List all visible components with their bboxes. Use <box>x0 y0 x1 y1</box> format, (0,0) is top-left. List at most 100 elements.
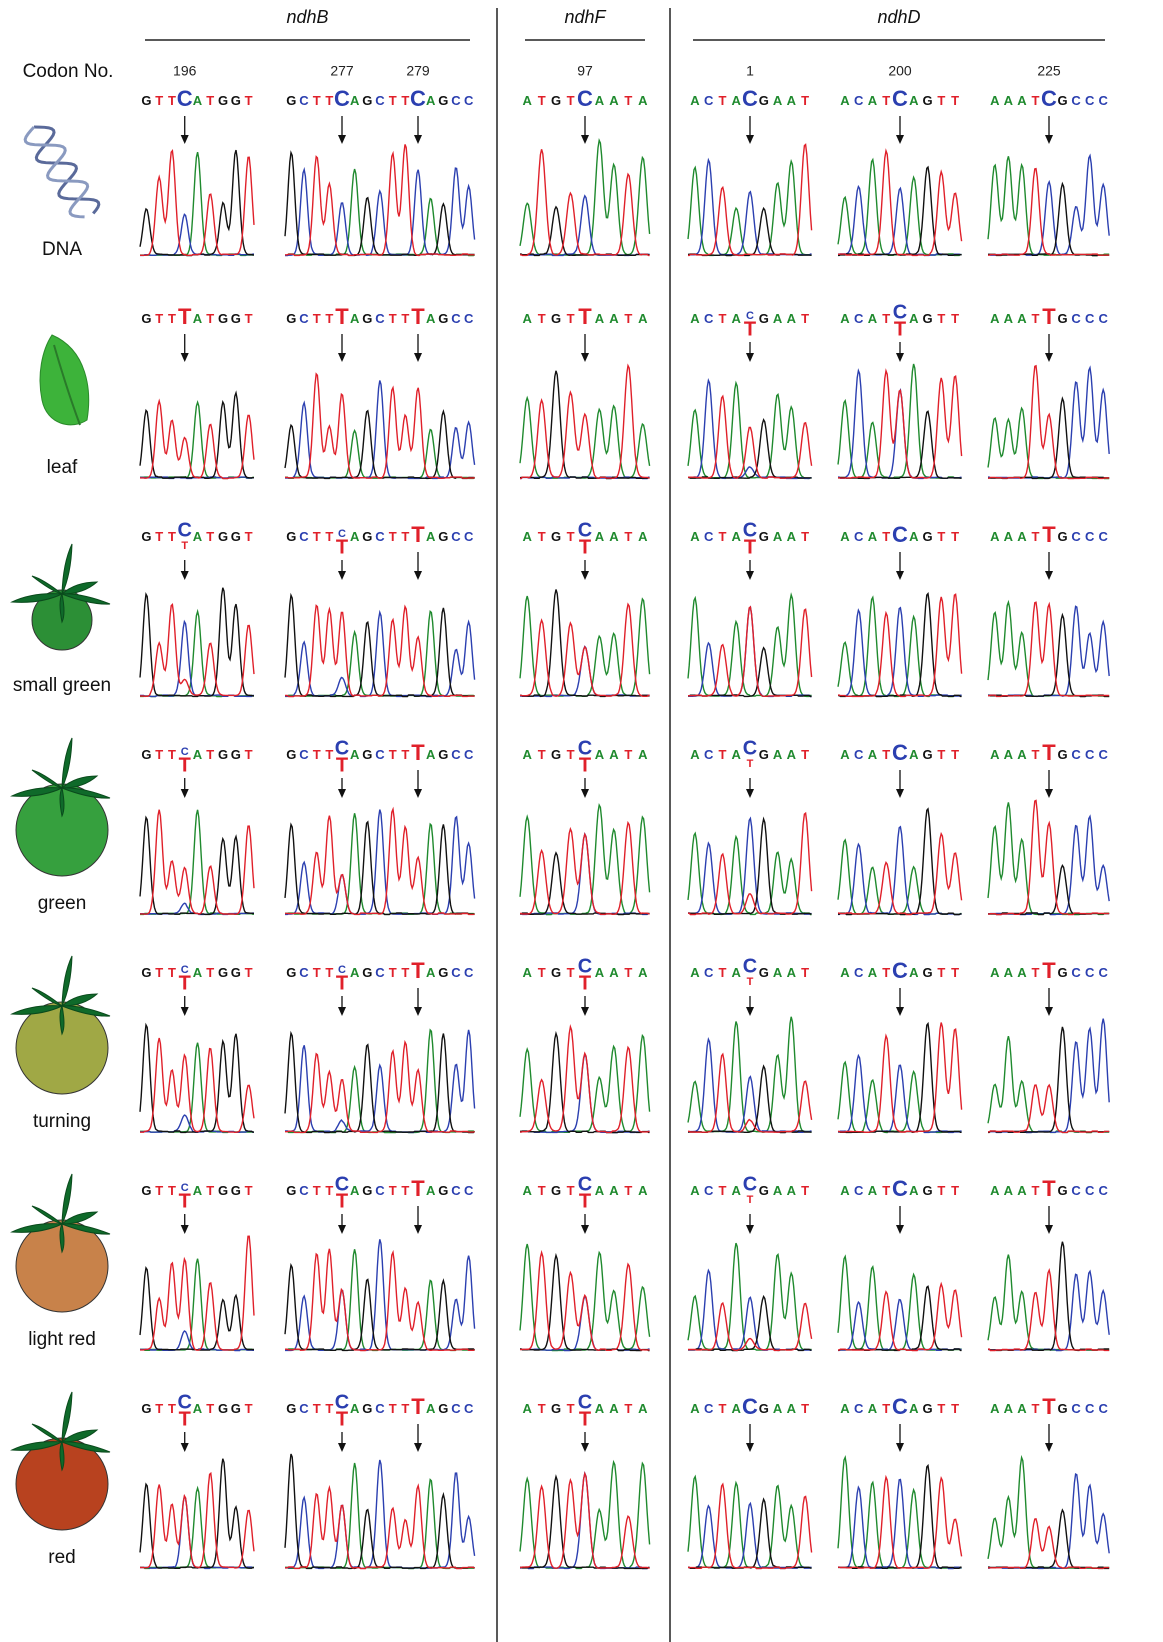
arrow-head <box>581 353 589 362</box>
trace <box>988 1458 1109 1569</box>
dna-icon <box>34 127 99 213</box>
sequence-segment: ACTA <box>690 529 741 544</box>
edit-site-base: T <box>579 536 591 558</box>
trace <box>688 595 812 697</box>
arrow-head <box>896 1225 904 1234</box>
arrow-head <box>181 1007 189 1016</box>
edit-site-base: T <box>335 304 349 329</box>
edit-site-base: T <box>336 972 348 994</box>
arrow-head <box>581 789 589 798</box>
trace <box>688 1297 812 1351</box>
gene-name: ndhB <box>286 7 328 27</box>
edit-site-base: T <box>578 304 592 329</box>
sequence-segment: AAAT <box>990 1183 1039 1198</box>
sequence-segment: GTT <box>141 311 176 326</box>
trace <box>140 605 254 697</box>
arrow-head <box>181 789 189 798</box>
edit-site-base: C <box>177 86 193 111</box>
sequence-segment: GAAT <box>759 311 809 326</box>
arrow-head <box>338 135 346 144</box>
trace <box>988 184 1109 256</box>
sequence-segment: GCCC <box>1057 747 1108 762</box>
trace <box>520 1474 650 1569</box>
edit-site-base: C <box>742 86 758 111</box>
calyx <box>32 576 62 594</box>
codon-label: Codon No. <box>23 61 114 82</box>
calyx <box>62 582 97 594</box>
trace <box>988 1474 1109 1568</box>
trace <box>285 1486 475 1569</box>
sequence-segment: GCTT <box>286 311 333 326</box>
trace <box>520 823 650 915</box>
gene-name: ndhD <box>877 7 920 27</box>
arrow-head <box>338 1443 346 1452</box>
trace <box>520 647 650 697</box>
calyx <box>32 988 62 1006</box>
trace <box>838 1257 962 1351</box>
trace <box>688 380 812 478</box>
edit-site-base: T <box>411 740 425 765</box>
edit-site-base: T <box>179 972 191 994</box>
trace <box>285 809 475 914</box>
edit-site-base: T <box>179 1190 191 1212</box>
trace <box>988 615 1109 697</box>
edit-site-base: T <box>1042 740 1056 765</box>
arrow-head <box>1045 789 1053 798</box>
trace <box>285 810 475 915</box>
codon-number: 225 <box>1037 63 1061 79</box>
trace <box>688 1017 812 1132</box>
edit-site-base: C <box>892 1394 908 1419</box>
trace <box>988 602 1109 696</box>
sequence-segment: ATGT <box>523 1183 575 1198</box>
trace <box>520 1054 650 1132</box>
sequence-segment: GAAT <box>759 529 809 544</box>
calyx <box>62 1392 72 1442</box>
trace <box>520 366 650 479</box>
sequence-segment: AATA <box>595 311 648 326</box>
edit-site-base: C <box>892 958 908 983</box>
trace <box>988 156 1109 255</box>
trace <box>988 1019 1109 1133</box>
sequence-segment: GCTT <box>286 965 333 980</box>
arrow-head <box>746 135 754 144</box>
arrow-head <box>581 1007 589 1016</box>
trace <box>520 196 650 256</box>
arrow-head <box>581 1443 589 1452</box>
trace <box>988 1085 1109 1132</box>
trace <box>688 1477 812 1568</box>
trace <box>520 834 650 914</box>
sequence-segment: GCCC <box>1057 1401 1108 1416</box>
sequence-segment: AGCTT <box>350 93 409 108</box>
edit-site-base: T <box>179 1408 191 1430</box>
codon-number: 279 <box>406 63 430 79</box>
arrow-head <box>338 353 346 362</box>
sequence-segment: AAAT <box>990 747 1039 762</box>
arrow-head <box>746 789 754 798</box>
sequence-segment: ATGGT <box>193 965 253 980</box>
trace <box>140 1025 254 1132</box>
trace <box>140 152 254 255</box>
arrow-head <box>581 135 589 144</box>
trace <box>285 813 475 914</box>
sequence-segment: AGCTT <box>350 1401 409 1416</box>
dna-icon <box>25 127 87 217</box>
trace <box>688 1484 812 1568</box>
sequence-segment: AGCC <box>426 529 474 544</box>
sequence-segment: GAAT <box>759 1401 809 1416</box>
trace <box>838 1300 962 1351</box>
